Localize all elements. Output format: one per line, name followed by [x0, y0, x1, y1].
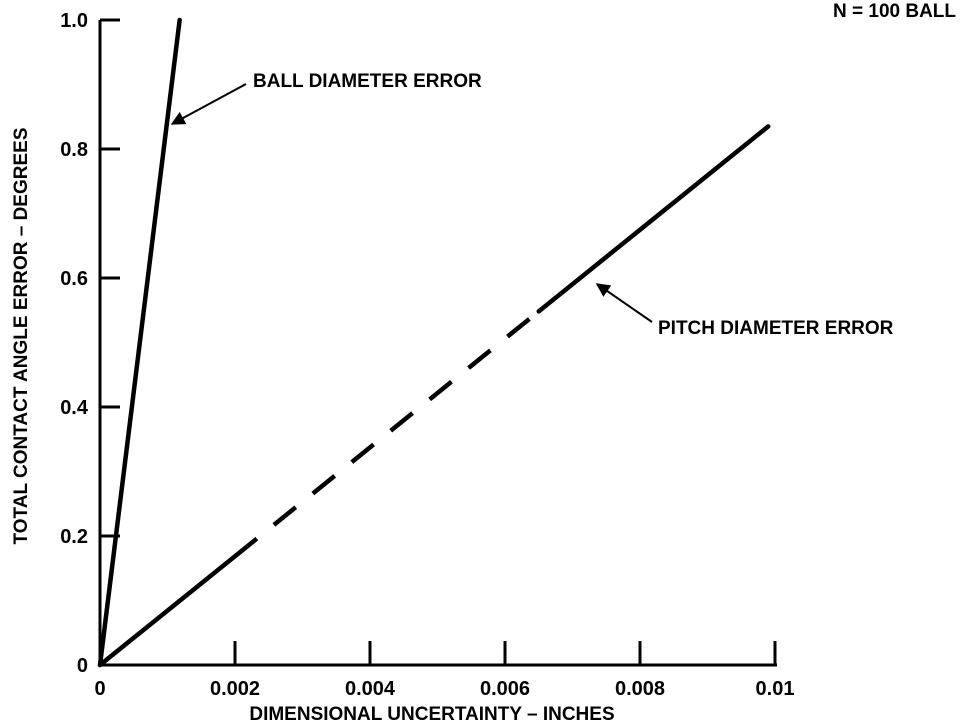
annotation-arrow	[170, 83, 247, 125]
series-dashed-segment	[233, 309, 541, 558]
series-2-line	[97, 124, 771, 668]
x-tick-label: 0.008	[615, 678, 665, 700]
x-tick-label: 0.002	[210, 678, 260, 700]
series-segment	[97, 553, 238, 668]
series-segment	[536, 124, 771, 314]
x-tick-label: 0.004	[345, 678, 396, 700]
annotation-label: PITCH DIAMETER ERROR	[658, 318, 894, 339]
annotation-label: BALL DIAMETER ERROR	[253, 71, 482, 92]
x-axis-title: DIMENSIONAL UNCERTAINTY – INCHES	[249, 704, 614, 725]
corner-note: N = 100 BALL	[833, 1, 956, 22]
annotation-arrow	[595, 283, 653, 323]
y-tick-label: 0.2	[60, 526, 88, 548]
y-tick-label: 0.4	[60, 397, 89, 419]
annotations: BALL DIAMETER ERROR PITCH DIAMETER ERROR	[170, 71, 894, 339]
y-tick-label: 0.8	[60, 139, 88, 161]
axes: 0 0.002 0.004 0.006 0.008 0.01 0 0.2 0.4 0.6 0.8 1.…	[60, 10, 794, 700]
x-tick-label: 0.006	[480, 678, 530, 700]
x-tick-label: 0.01	[756, 678, 795, 700]
y-tick-label: 0.6	[60, 268, 88, 290]
y-axis-title: TOTAL CONTACT ANGLE ERROR – DEGREES	[11, 128, 32, 545]
series-1-line	[97, 17, 182, 668]
x-tick-label: 0	[94, 678, 105, 700]
series-layer	[97, 17, 771, 668]
y-tick-label: 1.0	[60, 10, 88, 32]
y-tick-label: 0	[77, 655, 88, 677]
